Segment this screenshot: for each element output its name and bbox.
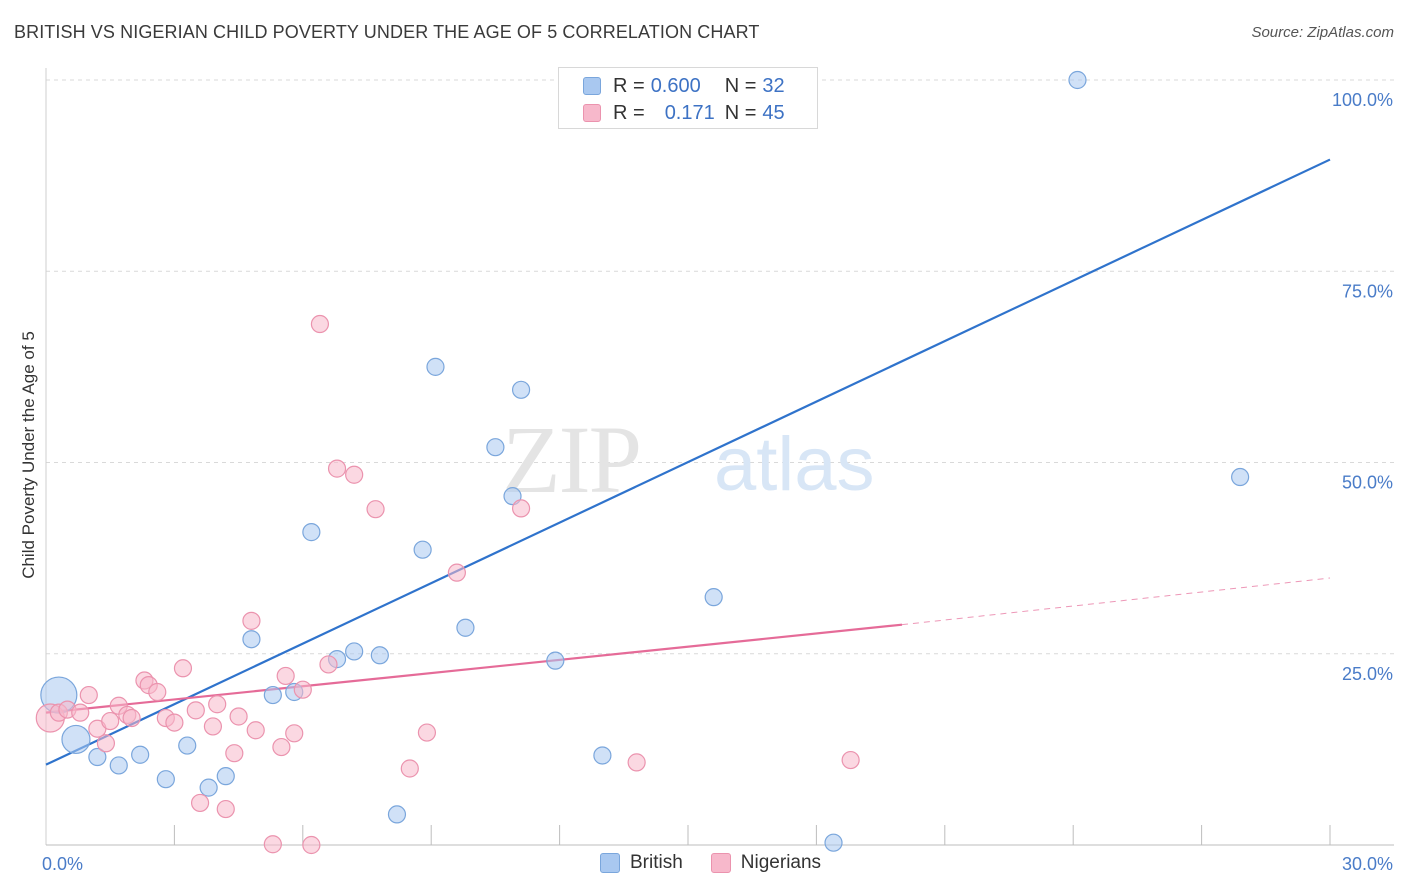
nigerian-point [242, 611, 261, 630]
nigerian-point [400, 759, 419, 778]
legend-label-nigerians: Nigerians [740, 852, 822, 873]
british-point [88, 747, 107, 767]
correlation-legend: R = 0.600 N = 32 R = 0.171 N = 45 [558, 67, 818, 129]
n-label: N = [724, 101, 757, 124]
british-point [456, 618, 475, 637]
nigerian-point [229, 707, 248, 726]
nigerian-point [511, 499, 531, 518]
british-swatch [600, 853, 620, 873]
y-tick-label: 50.0% [1342, 473, 1393, 493]
nigerian-point [165, 713, 184, 732]
r-value: 0.171 [664, 101, 715, 124]
watermark-zip: ZIP [502, 406, 640, 513]
nigerian-point [208, 695, 227, 714]
british-point [1231, 467, 1250, 487]
nigerian-point [173, 659, 193, 678]
r-value: 0.600 [650, 74, 701, 97]
british-point [242, 630, 261, 649]
watermark-atlas: atlas [714, 422, 875, 507]
grid-lines [46, 79, 1394, 655]
n-label: N = [724, 74, 757, 97]
y-tick-label: 100.0% [1332, 90, 1393, 110]
british-point [413, 540, 432, 559]
legend-row-nigerians: R = 0.171 N = 45 [583, 99, 785, 127]
british-point [546, 651, 565, 670]
british-point [131, 745, 150, 764]
british-trend-line [45, 158, 1331, 766]
nigerian-point [345, 465, 364, 484]
nigerian-point [417, 723, 437, 742]
british-point [216, 767, 235, 786]
nigerian-point [302, 835, 321, 855]
nigerian-point [272, 737, 291, 757]
nigerian-point [285, 724, 304, 743]
british-point [302, 523, 321, 542]
nigerian-point [319, 655, 338, 674]
british-point [486, 438, 505, 457]
nigerian-point [79, 685, 98, 705]
nigerian-point [96, 734, 116, 753]
nigerian-point [310, 314, 330, 334]
nigerian-point [190, 793, 210, 813]
nigerian-point [327, 459, 347, 478]
nigerian-point [101, 711, 120, 731]
nigerian-point [627, 753, 646, 772]
nigerian-point [366, 500, 385, 519]
british-point [109, 756, 128, 775]
nigerians-swatch [583, 104, 601, 122]
british-point [263, 685, 282, 705]
british-point [156, 770, 175, 789]
y-tick-label: 25.0% [1342, 664, 1393, 684]
legend-row-british: R = 0.600 N = 32 [583, 72, 785, 100]
r-label: R = [613, 74, 645, 97]
nigerian-point [186, 701, 205, 720]
x-tick-label: 0.0% [42, 854, 83, 874]
n-value: 32 [762, 74, 785, 97]
british-point [178, 736, 197, 755]
nigerian-point [447, 563, 466, 582]
british-point [61, 724, 91, 755]
nigerian-point [293, 680, 312, 699]
british-swatch [583, 77, 601, 95]
y-axis-label: Child Poverty Under the Age of 5 [19, 331, 38, 579]
nigerian-point [122, 708, 141, 728]
legend-label-british: British [630, 852, 683, 873]
british-point [824, 833, 843, 852]
british-point [593, 746, 612, 765]
british-point [345, 642, 364, 661]
r-label: R = [613, 101, 645, 124]
watermark: ZIP atlas [502, 406, 875, 513]
nigerian-point [225, 744, 244, 763]
nigerian-trend-extension [901, 577, 1331, 626]
x-tick-label: 30.0% [1342, 854, 1393, 874]
legend-item-british[interactable]: British [600, 852, 683, 874]
series-legend: British Nigerians [600, 852, 849, 874]
nigerian-point [246, 721, 265, 740]
nigerian-point [263, 835, 282, 854]
trend-lines [45, 158, 1331, 766]
tick-labels: 25.0% 50.0% 75.0% 100.0% 0.0% 30.0% [42, 90, 1393, 874]
british-point [370, 646, 389, 665]
chart-title: BRITISH VS NIGERIAN CHILD POVERTY UNDER … [14, 22, 760, 42]
chart-source: Source: ZipAtlas.com [1251, 24, 1394, 41]
british-point [1068, 70, 1087, 90]
nigerian-point [276, 666, 295, 686]
british-point [199, 778, 218, 797]
nigerian-point [841, 750, 860, 770]
data-points [35, 70, 1250, 855]
nigerian-point [148, 682, 167, 702]
y-tick-label: 75.0% [1342, 281, 1393, 301]
british-point [511, 380, 531, 399]
nigerian-point [71, 703, 90, 722]
nigerian-point [203, 717, 223, 736]
british-point [387, 805, 407, 824]
nigerian-point [216, 799, 235, 819]
legend-item-nigerians[interactable]: Nigerians [710, 852, 822, 874]
nigerian-trend-line [45, 623, 903, 714]
british-point [704, 588, 723, 607]
nigerians-swatch [710, 853, 731, 873]
n-value: 45 [762, 101, 785, 124]
british-point [426, 357, 445, 376]
